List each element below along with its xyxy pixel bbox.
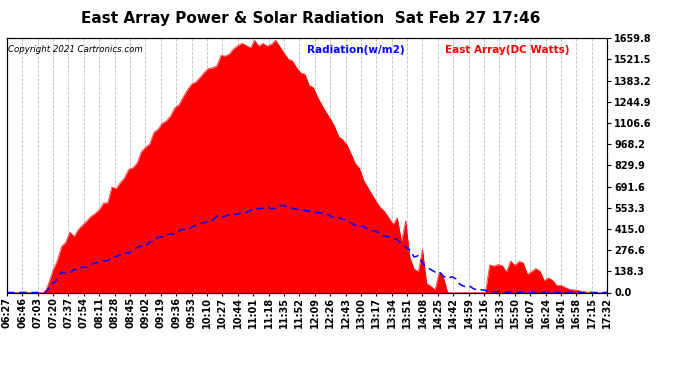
Text: Copyright 2021 Cartronics.com: Copyright 2021 Cartronics.com (8, 45, 143, 54)
Text: East Array Power & Solar Radiation  Sat Feb 27 17:46: East Array Power & Solar Radiation Sat F… (81, 11, 540, 26)
Text: East Array(DC Watts): East Array(DC Watts) (445, 45, 570, 55)
Text: Radiation(w/m2): Radiation(w/m2) (307, 45, 404, 55)
